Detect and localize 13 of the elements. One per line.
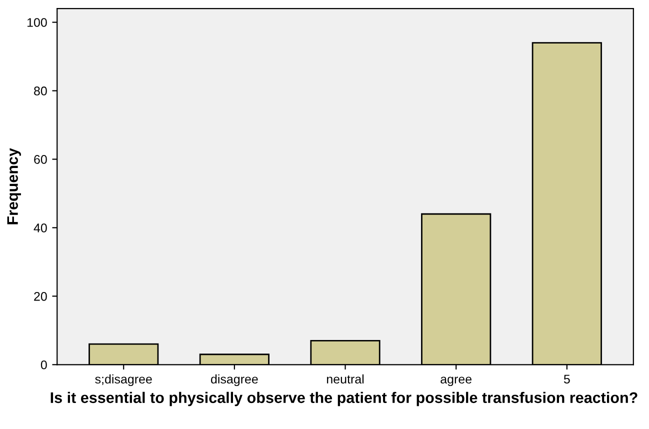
y-tick-label: 0 <box>40 360 47 370</box>
x-tick-label: s;disagree <box>95 374 152 386</box>
y-tick-label: 40 <box>34 224 47 232</box>
x-axis-title: Is it essential to physically observe the patient for possible transfusion reaction? <box>50 392 638 406</box>
x-tick-label: neutral <box>326 374 364 384</box>
y-tick-label: 80 <box>34 86 47 96</box>
y-tick-label: 60 <box>34 155 47 164</box>
x-tick-label: 5 <box>564 374 570 384</box>
x-tick-label: agree <box>440 376 472 386</box>
y-tick-label: 20 <box>34 292 47 301</box>
y-tick-label: 100 <box>27 18 47 27</box>
x-tick-label: disagree <box>210 374 258 386</box>
y-axis-title: Frequency <box>7 148 21 224</box>
